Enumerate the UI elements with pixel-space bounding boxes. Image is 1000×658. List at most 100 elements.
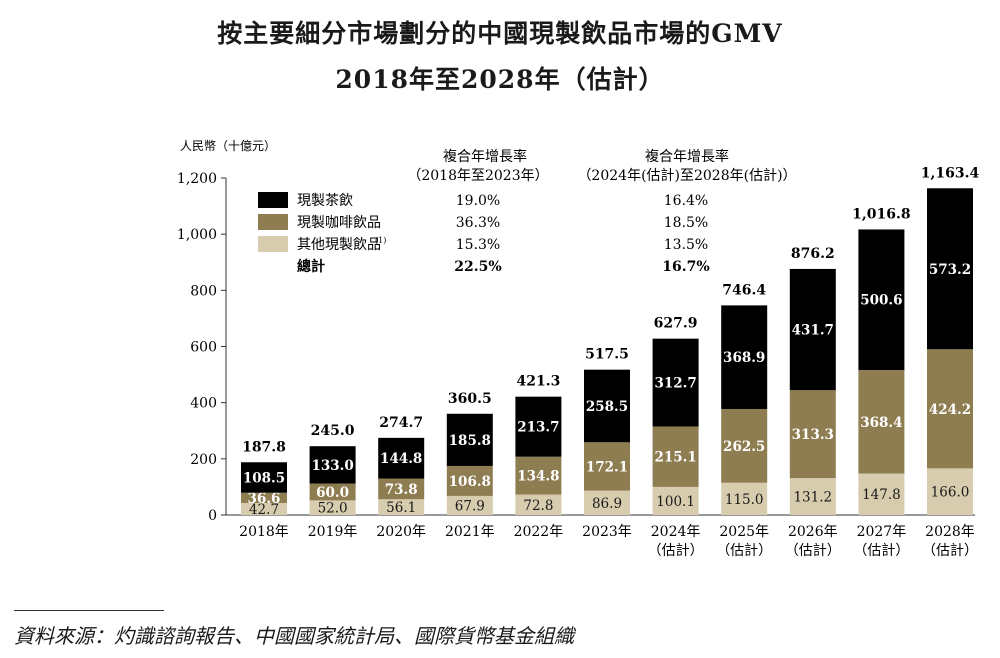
bar-segment-tea <box>446 413 493 466</box>
x-tick-label: 2024年 <box>651 524 701 540</box>
data-label-other: 147.8 <box>862 487 901 503</box>
data-label-other: 72.8 <box>523 498 553 514</box>
bar-segment-tea <box>309 446 356 484</box>
bar-segment-coffee <box>378 478 425 500</box>
data-label-other: 67.9 <box>455 498 485 514</box>
data-label-tea: 185.8 <box>449 433 491 449</box>
x-tick-sublabel: （估計） <box>716 543 772 559</box>
cagr2-value-coffee: 18.5% <box>664 215 708 231</box>
bar-segment-tea <box>241 462 287 493</box>
data-label-other: 100.1 <box>656 494 695 510</box>
y-tick-label: 600 <box>190 340 217 356</box>
total-label: 627.9 <box>654 316 698 332</box>
bar-segment-other <box>309 500 356 515</box>
x-tick-label: 2026年 <box>788 524 838 540</box>
x-tick-label: 2028年 <box>925 524 975 540</box>
cagr1-value-coffee: 36.3% <box>456 215 500 231</box>
data-label-tea: 144.8 <box>380 451 422 467</box>
bar-segment-other <box>446 495 493 515</box>
data-label-other: 115.0 <box>725 492 764 508</box>
x-tick-label: 2023年 <box>582 524 632 540</box>
legend-label-total: 總計 <box>297 258 325 275</box>
total-label: 360.5 <box>448 391 492 407</box>
y-tick-label: 400 <box>190 396 217 412</box>
x-tick-label: 2027年 <box>857 524 907 540</box>
x-tick-sublabel: （估計） <box>785 543 841 559</box>
chart-title: 按主要細分市場劃分的中國現製飲品市場的GMV <box>217 19 783 48</box>
bar-segment-tea <box>858 229 905 371</box>
bar-segment-other <box>721 482 768 515</box>
data-label-coffee: 60.0 <box>316 485 349 501</box>
bar-segment-other <box>858 473 905 515</box>
total-label: 876.2 <box>791 246 835 262</box>
total-label: 274.7 <box>379 415 423 431</box>
bar-segment-coffee <box>515 456 562 495</box>
data-label-other: 86.9 <box>592 496 622 512</box>
bar-segment-tea <box>652 338 699 427</box>
y-axis-label: 人民幣（十億元） <box>180 139 276 153</box>
x-tick-label: 2022年 <box>514 524 564 540</box>
source-note: 資料來源：灼識諮詢報告、中國國家統計局、國際貨幣基金組織 <box>14 624 574 648</box>
data-label-other: 166.0 <box>931 485 970 501</box>
cagr1-value-other: 15.3% <box>456 237 500 253</box>
data-label-coffee: 172.1 <box>586 459 628 475</box>
total-label: 746.4 <box>722 282 766 298</box>
x-tick-sublabel: （估計） <box>853 543 909 559</box>
bar-segment-other <box>378 499 425 515</box>
data-label-coffee: 215.1 <box>654 450 696 466</box>
bar-segment-other <box>652 486 699 515</box>
data-label-tea: 368.9 <box>723 350 765 366</box>
legend-label-tea: 現製茶飲 <box>297 193 353 209</box>
bar-segment-tea <box>927 188 973 350</box>
x-tick-label: 2018年 <box>239 524 289 540</box>
bar-segment-tea <box>584 369 630 443</box>
y-tick-label: 200 <box>190 452 217 468</box>
bar-segment-other <box>584 490 630 515</box>
data-label-coffee: 106.8 <box>449 474 491 490</box>
data-label-other: 42.7 <box>249 502 279 518</box>
y-tick-label: 1,200 <box>177 171 217 187</box>
cagr2-header: 複合年增長率 <box>645 148 729 165</box>
x-tick-label: 2025年 <box>719 524 769 540</box>
data-label-coffee: 262.5 <box>723 439 765 455</box>
cagr2-period: （2024年(估計)至2028年(估計)） <box>577 168 796 184</box>
legend-swatch-tea <box>258 192 288 208</box>
legend-swatch-other <box>258 236 288 252</box>
bar-segment-tea <box>789 268 836 391</box>
bar-segment-coffee <box>309 483 356 501</box>
bar-segment-tea <box>515 396 562 457</box>
bar-segment-coffee <box>721 408 768 483</box>
bar-segment-tea <box>378 437 425 479</box>
bar-segment-coffee <box>927 349 973 469</box>
data-label-other: 56.1 <box>386 500 416 516</box>
y-tick-label: 800 <box>190 283 217 299</box>
data-label-coffee: 368.4 <box>860 415 902 431</box>
total-label: 187.8 <box>242 439 286 455</box>
bar-segment-other <box>515 494 562 515</box>
cagr2-value-other: 13.5% <box>664 237 708 253</box>
data-label-coffee: 134.8 <box>517 469 559 485</box>
bar-segment-coffee <box>652 426 699 487</box>
bar-segment-coffee <box>241 492 287 504</box>
bar-segment-coffee <box>584 442 630 491</box>
total-label: 421.3 <box>516 374 560 390</box>
data-label-tea: 573.2 <box>929 262 971 278</box>
x-tick-sublabel: （估計） <box>922 543 978 559</box>
cagr1-value-total: 22.5% <box>454 259 501 275</box>
total-label: 1,163.4 <box>921 165 980 181</box>
bar-segment-coffee <box>858 370 905 474</box>
cagr2-value-tea: 16.4% <box>664 193 708 209</box>
x-tick-label: 2019年 <box>308 524 358 540</box>
bar-segment-coffee <box>446 465 493 496</box>
data-label-tea: 258.5 <box>586 399 628 415</box>
bar-segment-tea <box>721 305 768 409</box>
x-tick-label: 2020年 <box>376 524 426 540</box>
data-label-other: 131.2 <box>793 490 832 506</box>
cagr1-header: 複合年增長率 <box>443 148 527 165</box>
total-label: 1,016.8 <box>852 206 910 222</box>
data-label-tea: 133.0 <box>311 458 353 474</box>
total-label: 517.5 <box>585 347 629 363</box>
cagr2-value-total: 16.7% <box>662 259 709 275</box>
x-tick-label: 2021年 <box>445 524 495 540</box>
data-label-coffee: 313.3 <box>792 427 834 443</box>
